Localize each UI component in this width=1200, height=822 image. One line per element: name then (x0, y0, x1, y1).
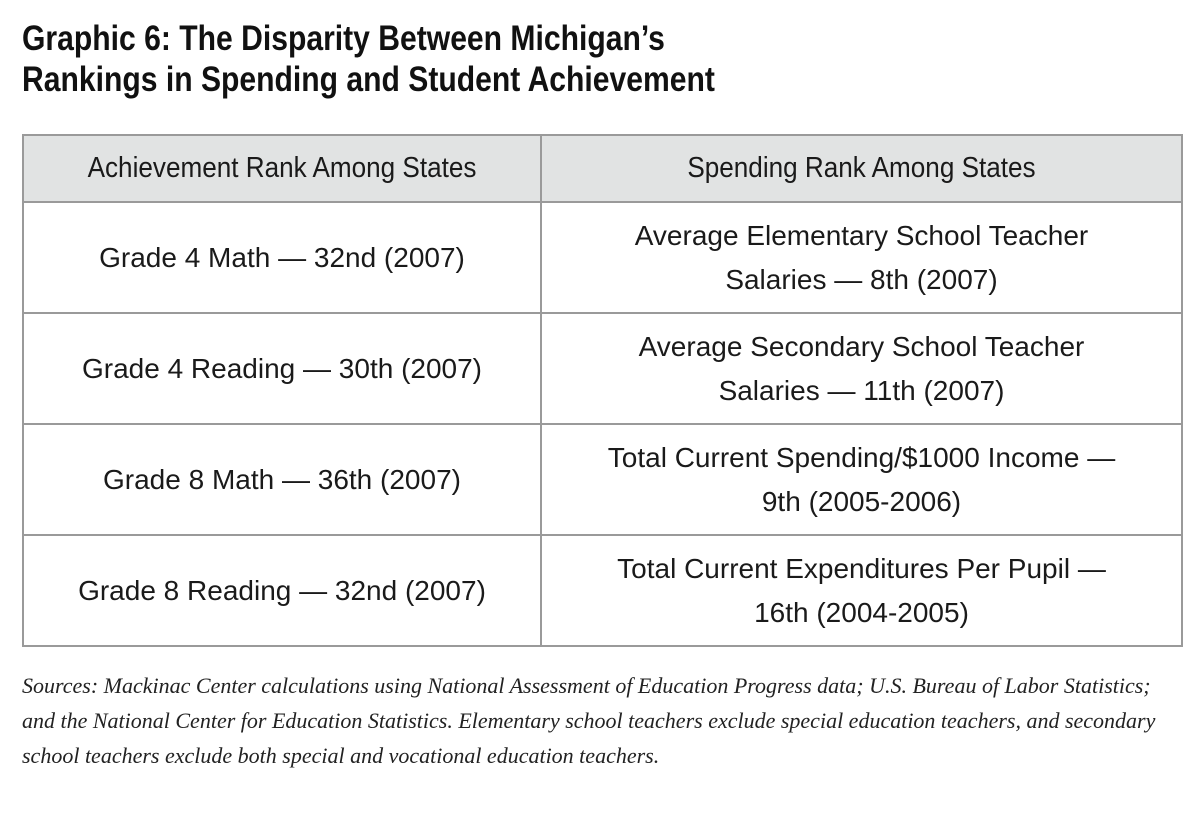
spending-cell: Total Current Spending/$1000 Income —9th… (540, 423, 1183, 536)
table-header-row: Achievement Rank Among States Spending R… (22, 134, 1183, 203)
achievement-cell: Grade 8 Reading — 32nd (2007) (22, 534, 542, 647)
achievement-cell: Grade 4 Math — 32nd (2007) (22, 201, 542, 314)
spending-cell: Average Elementary School Teacher Salarie… (540, 201, 1183, 314)
table-row: Grade 4 Math — 32nd (2007) Average Eleme… (22, 201, 1183, 314)
title-line-2: Rankings in Spending and Student Achieve… (22, 60, 715, 99)
graphic-title: Graphic 6: The Disparity Between Michiga… (22, 18, 715, 100)
header-spending: Spending Rank Among States (540, 134, 1183, 203)
achievement-cell: Grade 8 Math — 36th (2007) (22, 423, 542, 536)
table-row: Grade 4 Reading — 30th (2007) Average Se… (22, 312, 1183, 425)
table-row: Grade 8 Math — 36th (2007) Total Current… (22, 423, 1183, 536)
spending-cell: Total Current Expenditures Per Pupil —16… (540, 534, 1183, 647)
achievement-cell: Grade 4 Reading — 30th (2007) (22, 312, 542, 425)
spending-cell: Average Secondary School Teacher Salaries… (540, 312, 1183, 425)
title-line-1: Graphic 6: The Disparity Between Michiga… (22, 19, 665, 58)
rank-table: Achievement Rank Among States Spending R… (22, 134, 1183, 647)
table-row: Grade 8 Reading — 32nd (2007) Total Curr… (22, 534, 1183, 647)
header-achievement: Achievement Rank Among States (22, 134, 542, 203)
sources-note: Sources: Mackinac Center calculations us… (22, 673, 1156, 768)
